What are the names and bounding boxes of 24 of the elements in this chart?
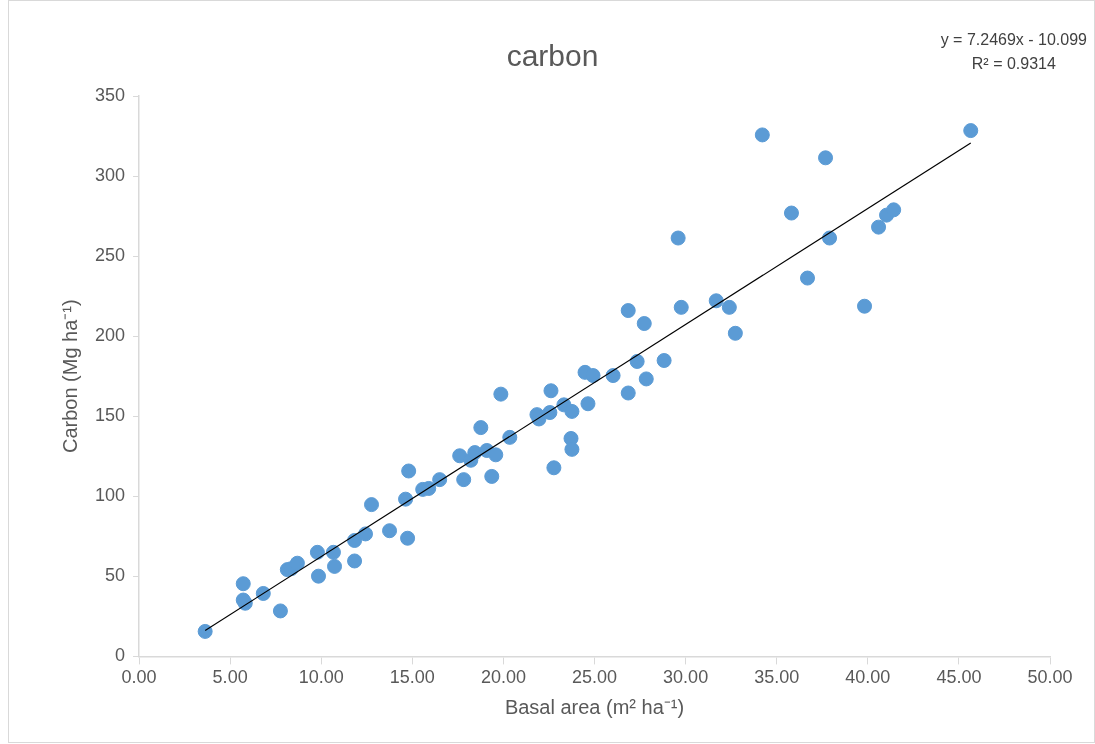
y-tick-label: 100 <box>94 485 126 506</box>
chart-title: carbon <box>506 39 599 73</box>
x-tick-label: 35.00 <box>754 667 800 688</box>
x-tick-label: 25.00 <box>571 667 618 688</box>
y-tick-label: 0 <box>115 645 126 666</box>
y-tick-label: 150 <box>94 405 126 426</box>
x-tick-label: 40.00 <box>845 667 891 688</box>
text: R² = 0.9314 <box>970 54 1057 74</box>
x-axis-title: Basal area (m² ha⁻¹) <box>504 695 685 718</box>
text: y = 7.2469x - 10.099 <box>940 30 1087 50</box>
y-tick-label: 200 <box>94 325 126 346</box>
y-tick-label: 350 <box>94 84 126 105</box>
x-tick-label: 10.00 <box>298 667 344 688</box>
y-tick-label: 300 <box>94 165 126 186</box>
y-tick-label: 250 <box>94 245 126 266</box>
x-tick-label: 50.00 <box>1027 667 1073 688</box>
x-tick-label: 0.00 <box>121 667 157 688</box>
y-tick-label: 50 <box>105 565 126 586</box>
x-tick-label: 45.00 <box>936 667 982 688</box>
x-tick-label: 20.00 <box>480 667 526 688</box>
x-tick-label: 30.00 <box>663 667 709 688</box>
x-tick-label: 5.00 <box>212 667 248 688</box>
x-tick-label: 15.00 <box>389 667 435 688</box>
y-axis-title: Carbon (Mg ha⁻¹) <box>58 299 81 454</box>
